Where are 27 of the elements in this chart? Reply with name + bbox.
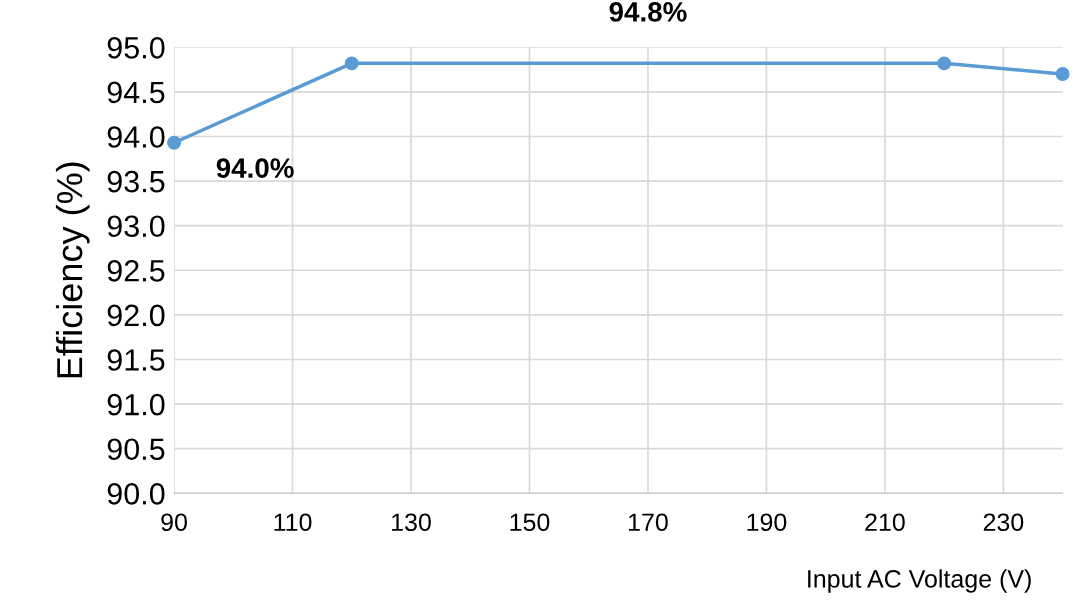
x-tick-label: 150 [510, 513, 550, 532]
point [344, 56, 359, 71]
x-tick-label: 90 [161, 513, 187, 532]
x-tick-label: 230 [983, 513, 1024, 532]
y-tick-label: 93.5 [107, 170, 165, 193]
x-tick-label: 170 [629, 513, 668, 532]
y-tick-label: 94.5 [107, 81, 165, 104]
y-tick-label: 95.0 [107, 37, 165, 59]
x-tick-label: 130 [392, 513, 431, 532]
y-axis-title: Efficiency (%) [55, 162, 90, 378]
y-tick-label: 93.0 [107, 215, 165, 238]
y-tick-label: 91.0 [107, 393, 165, 416]
y-tick-label: 91.5 [107, 349, 165, 371]
y-tick-label: 92.0 [107, 304, 165, 327]
y-tick-label: 92.5 [107, 260, 165, 282]
y-tick-label: 90.0 [107, 483, 165, 505]
x-axis-title: Input AC Voltage (V) [808, 569, 1031, 593]
point [1055, 67, 1070, 81]
point [167, 135, 181, 150]
annotation: 94.8% [609, 2, 687, 22]
y-tick-label: 90.5 [107, 438, 165, 461]
x-tick-label: 210 [865, 513, 905, 532]
x-tick-label: 190 [747, 513, 787, 532]
y-tick-label: 94.0 [107, 126, 165, 148]
point [937, 56, 952, 71]
x-tick-label: 110 [274, 513, 312, 532]
annotation: 94.0% [216, 158, 294, 178]
